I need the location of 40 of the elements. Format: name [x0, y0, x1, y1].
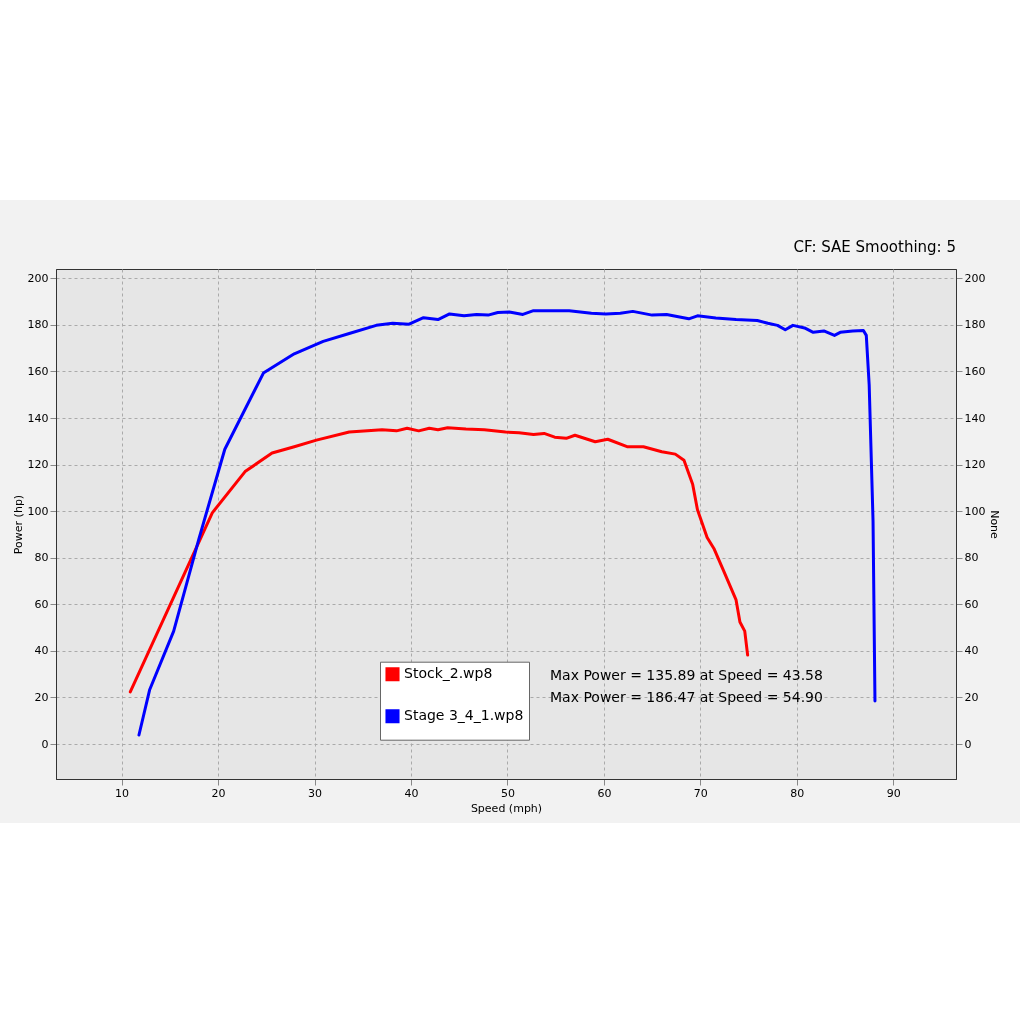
x-tick-label: 60 — [597, 786, 612, 800]
y2-tick-label: 120 — [964, 458, 986, 472]
y-tick-label: 20 — [34, 690, 49, 704]
legend-label: Stock_2.wp8 — [404, 665, 493, 682]
y-tick-label: 60 — [34, 597, 49, 611]
y-tick-label: 180 — [27, 318, 49, 332]
x-tick-label: 40 — [404, 786, 419, 800]
y-tick-label: 0 — [41, 737, 49, 751]
y2-tick-label: 0 — [964, 737, 972, 751]
y2-axis-title: None — [988, 510, 1002, 540]
x-tick-label: 30 — [308, 786, 323, 800]
text: CF: SAE Smoothing: 5 — [793, 238, 956, 256]
y-tick-label: 140 — [27, 411, 49, 425]
annotation: Max Power = 186.47 at Speed = 54.90 — [550, 688, 823, 705]
y2-tick-label: 20 — [964, 690, 979, 704]
y2-tick-label: 140 — [964, 411, 986, 425]
x-tick-label: 80 — [790, 786, 805, 800]
line-series — [137, 309, 877, 737]
y-tick-label: 120 — [27, 458, 49, 472]
x-tick-label: 50 — [500, 786, 515, 800]
x-tick-label: 10 — [115, 786, 130, 800]
x-axis-title: Speed (mph) — [470, 801, 543, 815]
y-tick-label: 40 — [34, 644, 49, 658]
y-tick-label: 160 — [27, 364, 49, 378]
annotation: Max Power = 135.89 at Speed = 43.58 — [550, 666, 823, 683]
y-tick-label: 100 — [27, 504, 49, 518]
x-tick-label: 70 — [693, 786, 708, 800]
y-tick-label: 200 — [27, 271, 49, 285]
y2-tick-label: 80 — [964, 551, 979, 565]
y2-tick-label: 160 — [964, 364, 986, 378]
y2-tick-label: 200 — [964, 271, 986, 285]
y2-tick-label: 100 — [964, 504, 986, 518]
y2-tick-label: 40 — [964, 644, 979, 658]
x-tick-label: 90 — [886, 786, 901, 800]
y2-tick-label: 60 — [964, 597, 979, 611]
y2-tick-label: 180 — [964, 318, 986, 332]
legend-label: Stage 3_4_1.wp8 — [404, 707, 524, 724]
y-tick-label: 80 — [34, 551, 49, 565]
y-axis-title: Power (hp) — [11, 494, 25, 555]
x-tick-label: 20 — [211, 786, 226, 800]
